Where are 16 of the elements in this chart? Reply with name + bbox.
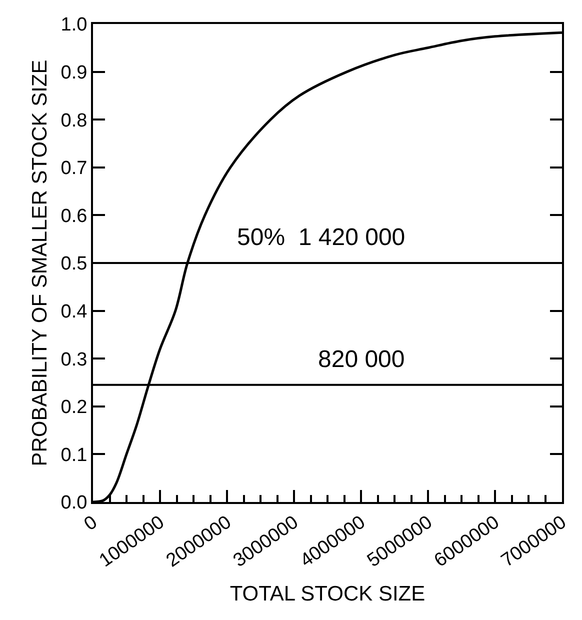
y-tick-label: 0.3 — [60, 349, 88, 370]
y-tick-label: 0.7 — [60, 158, 88, 180]
y-axis-title: PROBABILITY OF SMALLER STOCK SIZE — [28, 60, 52, 466]
y-tick-label: 0.9 — [60, 62, 88, 84]
annotation: 50% 1 420 000 — [237, 224, 406, 251]
annotation: 820 000 — [318, 346, 405, 373]
y-tick-label: 1.0 — [60, 14, 88, 36]
y-tick-label: 0.6 — [60, 206, 88, 227]
y-tick-label: 0.2 — [60, 397, 88, 418]
x-axis-title: TOTAL STOCK SIZE — [230, 582, 426, 606]
y-tick-label: 0.0 — [60, 492, 88, 514]
y-tick-label: 0.4 — [60, 301, 88, 322]
y-tick-label: 0.5 — [60, 254, 88, 275]
y-tick-label: 0.8 — [60, 110, 88, 132]
y-tick-label: 0.1 — [60, 444, 88, 466]
x-tick-label: 0 — [80, 512, 102, 536]
